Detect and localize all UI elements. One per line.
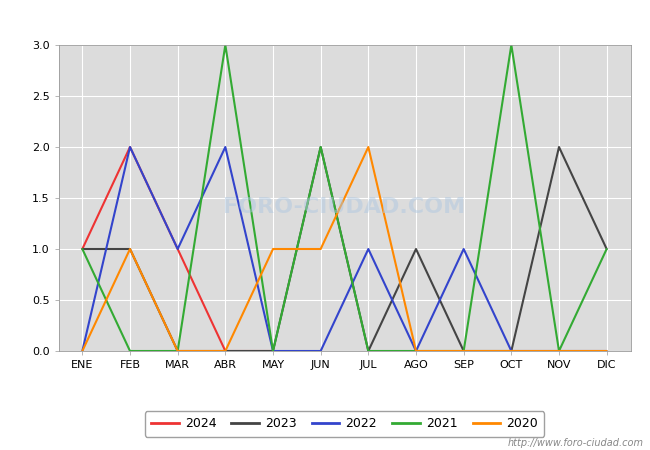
Text: FORO-CIUDAD.COM: FORO-CIUDAD.COM xyxy=(224,197,465,217)
Legend: 2024, 2023, 2022, 2021, 2020: 2024, 2023, 2022, 2021, 2020 xyxy=(145,411,544,436)
Text: Matriculaciones de Vehiculos en Bot: Matriculaciones de Vehiculos en Bot xyxy=(180,11,470,26)
Text: http://www.foro-ciudad.com: http://www.foro-ciudad.com xyxy=(508,438,644,448)
